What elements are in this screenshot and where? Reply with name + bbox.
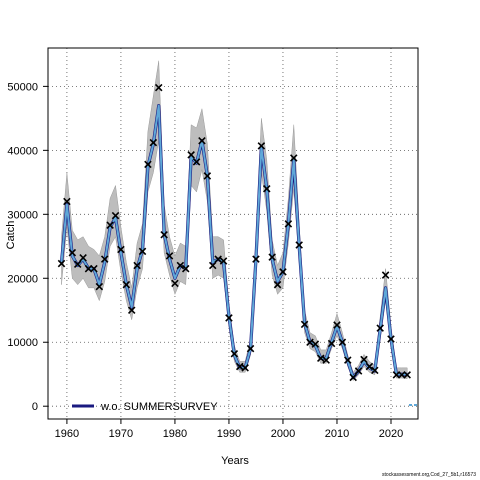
observed-point	[73, 260, 82, 268]
y-tick-label: 10000	[7, 337, 38, 349]
y-tick-label: 0	[32, 401, 38, 413]
observed-point	[344, 356, 352, 364]
observed-point	[122, 280, 131, 289]
observed-point	[230, 349, 239, 358]
y-tick-label: 20000	[7, 273, 38, 285]
observed-point	[117, 245, 125, 254]
observed-point	[208, 261, 217, 270]
observed-point	[322, 356, 330, 364]
y-tick-label: 30000	[7, 209, 38, 221]
observed-point	[311, 340, 320, 348]
observed-point	[387, 335, 395, 343]
observed-point	[198, 136, 206, 145]
observed-point	[354, 367, 363, 375]
observed-point	[90, 264, 98, 273]
observed-point	[327, 339, 336, 348]
x-axis-title: Years	[221, 455, 249, 467]
observed-point	[360, 355, 368, 364]
observed-point	[57, 259, 66, 268]
observed-point	[300, 320, 309, 329]
observed-point	[203, 172, 212, 180]
observed-point	[214, 255, 222, 263]
y-tick-label: 50000	[7, 81, 38, 93]
observed-point	[306, 338, 314, 347]
observed-point	[95, 282, 104, 291]
y-tick-label: 40000	[7, 145, 38, 157]
x-axis-ticks: 1960 1970 1980 1990 2000 2010 2020	[55, 419, 403, 440]
observed-point	[84, 264, 93, 273]
observed-point	[403, 371, 411, 379]
observed-point	[225, 314, 233, 322]
observed-point	[398, 371, 406, 379]
observed-point	[317, 354, 325, 362]
observed-point	[371, 366, 379, 375]
observed-point	[290, 154, 298, 162]
observed-point	[171, 279, 179, 288]
observed-point	[392, 371, 401, 379]
observed-point	[144, 160, 152, 169]
observed-point	[279, 268, 287, 276]
x-tick-label: 2000	[271, 428, 295, 440]
observed-point	[252, 255, 260, 263]
observed-point	[338, 338, 347, 347]
observed-point	[381, 271, 390, 279]
observed-point	[333, 321, 341, 329]
observed-point	[376, 324, 384, 332]
observed-point	[165, 252, 174, 260]
observed-point	[349, 373, 357, 382]
observed-point	[235, 362, 244, 371]
y-axis-ticks: 0 10000 20000 30000 40000 50000	[7, 81, 48, 413]
observed-point	[100, 255, 109, 263]
observed-catch-markers	[57, 83, 411, 382]
observed-point	[176, 261, 185, 270]
x-tick-label: 1980	[163, 428, 187, 440]
x-tick-label: 2010	[325, 428, 349, 440]
observed-point	[187, 151, 195, 159]
observed-point	[106, 221, 114, 229]
observed-point	[273, 280, 282, 289]
legend-label: w.o. SUMMERSURVEY	[100, 401, 218, 413]
observed-point	[284, 220, 293, 228]
observed-point	[241, 364, 249, 372]
x-tick-label: 1990	[217, 428, 241, 440]
legend: w.o. SUMMERSURVEY	[72, 401, 218, 413]
confidence-band	[61, 60, 408, 382]
observed-point	[365, 362, 374, 371]
estimate-line	[59, 103, 408, 380]
source-caption: stockassessment.org,Cod_27_5b1,r16573	[382, 472, 476, 478]
observed-point	[181, 264, 190, 273]
observed-point	[133, 261, 141, 270]
x-tick-label: 1970	[109, 428, 133, 440]
observed-point	[79, 254, 87, 262]
observed-point	[154, 83, 163, 92]
estimate-line-dark	[59, 103, 408, 380]
observed-point	[246, 344, 255, 353]
confidence-band-area	[61, 60, 408, 382]
observed-point	[219, 257, 228, 265]
observed-point	[262, 184, 271, 193]
observed-point	[149, 138, 158, 147]
observed-point	[68, 248, 77, 257]
observed-point	[295, 241, 303, 249]
observed-point	[63, 197, 71, 206]
x-tick-label: 1960	[55, 428, 79, 440]
observed-point	[127, 306, 136, 315]
observed-point	[111, 211, 120, 220]
observed-point	[257, 142, 266, 150]
observed-point	[160, 231, 168, 239]
observed-point	[192, 158, 201, 166]
x-tick-label: 2020	[379, 428, 403, 440]
observed-point	[268, 253, 276, 261]
plot-frame	[47, 47, 419, 420]
estimate-line-light	[60, 104, 408, 379]
observed-point	[138, 247, 147, 256]
y-axis-title: Catch	[5, 221, 17, 250]
